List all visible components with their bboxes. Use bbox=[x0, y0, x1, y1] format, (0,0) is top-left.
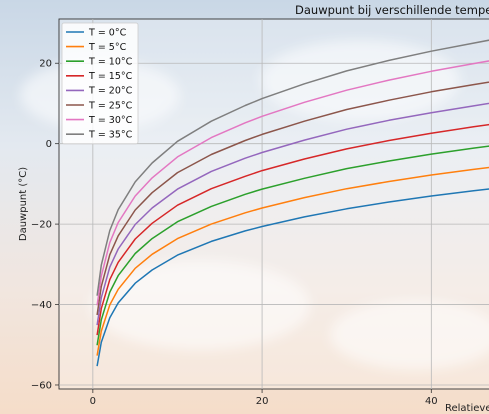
legend-label: T = 10°C bbox=[88, 57, 133, 68]
y-tick-label: −40 bbox=[31, 300, 52, 311]
axis-ticks: 0 20 40 −60 −40 −20 0 20 bbox=[31, 59, 438, 407]
legend: T = 0°C T = 5°C T = 10°C T = 15°C T = 20°C T … bbox=[61, 22, 139, 145]
legend-label: T = 25°C bbox=[88, 100, 133, 111]
legend-label: T = 15°C bbox=[88, 71, 133, 82]
chart-title: Dauwpunt bij verschillende temperaturen bbox=[295, 3, 489, 17]
legend-label: T = 35°C bbox=[88, 130, 133, 141]
series-line bbox=[96, 39, 489, 296]
y-tick-label: −20 bbox=[31, 220, 52, 231]
series-line bbox=[96, 166, 489, 356]
y-axis-label: Dauwpunt (°C) bbox=[18, 167, 29, 241]
x-tick-label: 20 bbox=[256, 396, 269, 407]
x-axis-label: Relatieve luchtvochtigheid (%) bbox=[445, 403, 489, 414]
x-tick-label: 0 bbox=[90, 396, 96, 407]
series-line bbox=[96, 145, 489, 346]
series-line bbox=[96, 102, 489, 326]
y-tick-label: 0 bbox=[46, 139, 52, 150]
legend-label: T = 20°C bbox=[88, 86, 133, 97]
cloud-decoration bbox=[330, 300, 489, 370]
series-line bbox=[96, 188, 489, 367]
x-tick-label: 40 bbox=[425, 396, 438, 407]
legend-label: T = 5°C bbox=[88, 42, 127, 53]
series-line bbox=[96, 81, 489, 316]
legend-label: T = 30°C bbox=[88, 115, 133, 126]
cloud-decoration bbox=[90, 260, 310, 350]
y-tick-label: −60 bbox=[31, 380, 52, 391]
series-line bbox=[96, 123, 489, 336]
series-lines bbox=[96, 39, 489, 367]
legend-box bbox=[61, 22, 139, 145]
y-tick-label: 20 bbox=[39, 59, 52, 70]
legend-label: T = 0°C bbox=[88, 27, 127, 38]
series-line bbox=[96, 60, 489, 306]
